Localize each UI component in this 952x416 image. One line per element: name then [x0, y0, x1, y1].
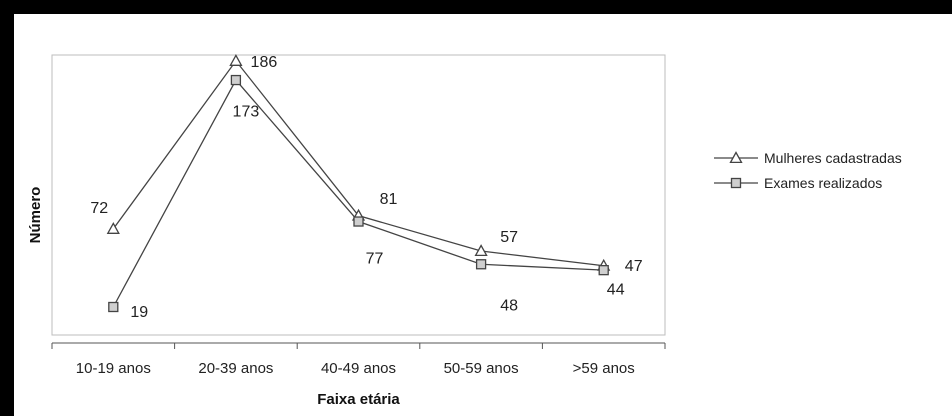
square-data-point — [230, 74, 242, 86]
legend-item-mulheres-cadastradas: Mulheres cadastradas — [714, 150, 902, 166]
x-axis-title: Faixa etária — [317, 391, 400, 408]
data-label: 48 — [500, 297, 518, 314]
legend-marker — [730, 177, 742, 189]
legend-marker — [729, 151, 743, 164]
data-label: 173 — [233, 103, 260, 120]
triangle-marker-icon — [729, 151, 743, 164]
data-label: 57 — [500, 229, 518, 246]
triangle-data-point — [106, 222, 120, 234]
x-tick-labels: 10-19 anos 20-39 anos 40-49 anos 50-59 anos… — [76, 360, 635, 377]
plot-area — [51, 54, 666, 336]
square-data-point — [108, 301, 119, 313]
square-data-point — [598, 265, 609, 276]
data-label: 77 — [366, 251, 384, 268]
legend-item-exames-realizados: Exames realizados — [714, 175, 882, 191]
x-tick-label: 50-59 anos — [444, 360, 519, 377]
x-tick-label: 20-39 anos — [198, 360, 273, 377]
x-axis-ticks — [51, 343, 666, 349]
x-tick-label: >59 anos — [573, 360, 635, 377]
data-labels: 72 186 81 57 47 19 173 77 48 44 — [90, 54, 642, 321]
data-label: 72 — [90, 200, 108, 217]
x-tick-label: 40-49 anos — [321, 360, 396, 377]
triangle-data-point — [229, 54, 243, 66]
triangle-data-point — [474, 244, 488, 257]
y-axis-title: Número — [27, 187, 44, 244]
x-tick-label: 10-19 anos — [76, 360, 151, 377]
legend: Mulheres cadastradas Exames realizados — [714, 150, 902, 191]
data-label: 81 — [380, 191, 398, 208]
data-label: 186 — [251, 54, 278, 71]
series-layer — [106, 54, 611, 313]
square-data-point — [353, 216, 364, 227]
square-data-point — [475, 259, 487, 270]
legend-label: Mulheres cadastradas — [764, 150, 902, 166]
data-label: 44 — [607, 281, 625, 298]
data-label: 19 — [130, 304, 148, 321]
square-marker-icon — [730, 177, 742, 189]
legend-label: Exames realizados — [764, 175, 882, 191]
data-label: 47 — [625, 258, 643, 275]
